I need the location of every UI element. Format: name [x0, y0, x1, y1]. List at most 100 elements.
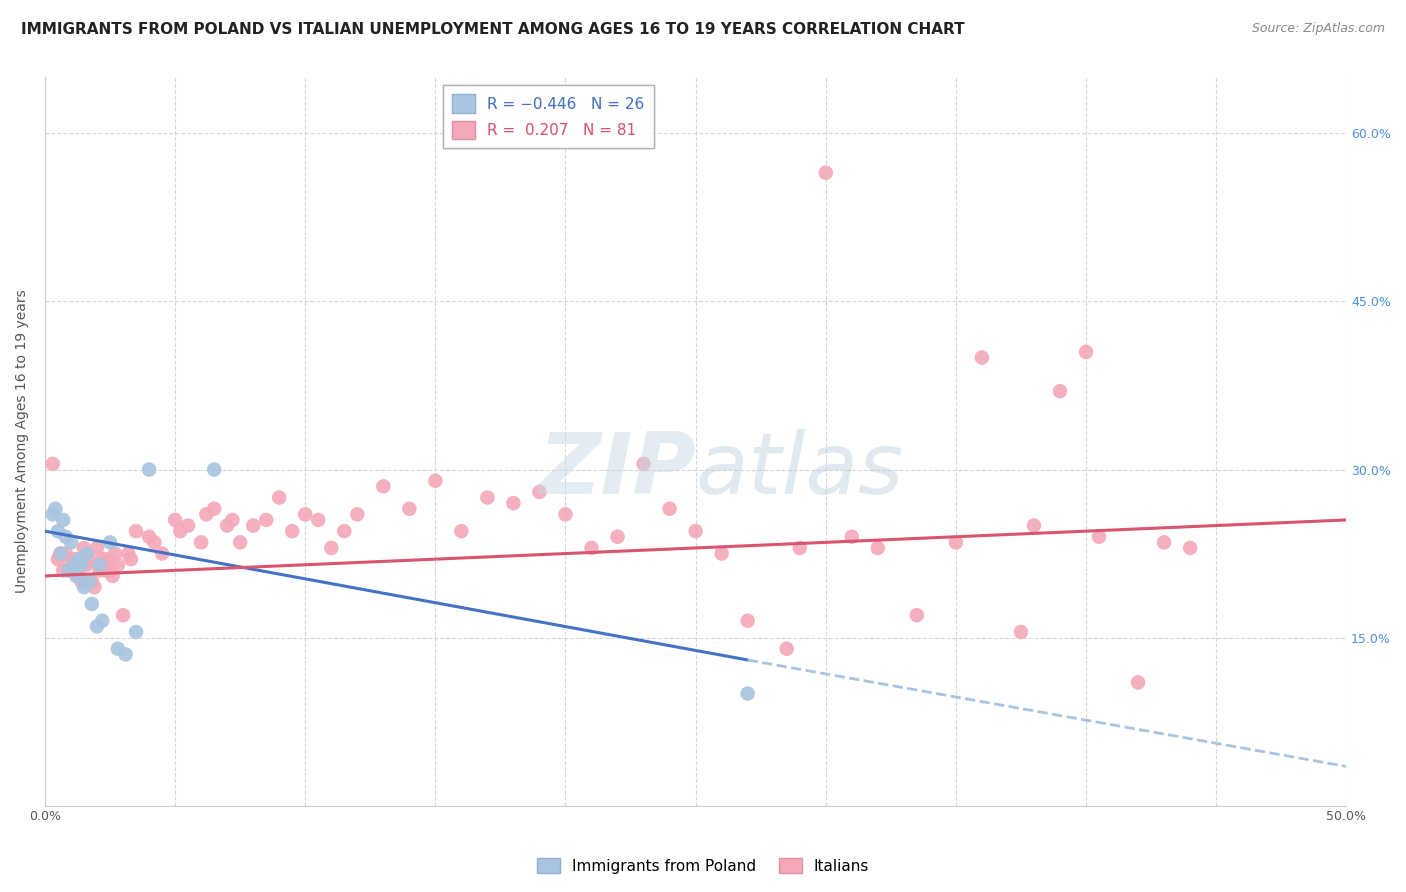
Point — [633, 457, 655, 471]
Point — [138, 462, 160, 476]
Point — [46, 552, 69, 566]
Point — [346, 508, 368, 522]
Text: IMMIGRANTS FROM POLAND VS ITALIAN UNEMPLOYMENT AMONG AGES 16 TO 19 YEARS CORRELA: IMMIGRANTS FROM POLAND VS ITALIAN UNEMPL… — [21, 22, 965, 37]
Point — [321, 541, 343, 555]
Point — [841, 530, 863, 544]
Point — [737, 687, 759, 701]
Point — [76, 547, 98, 561]
Point — [217, 518, 239, 533]
Point — [737, 614, 759, 628]
Point — [73, 541, 96, 555]
Legend: R = −0.446   N = 26, R =  0.207   N = 81: R = −0.446 N = 26, R = 0.207 N = 81 — [443, 85, 654, 148]
Y-axis label: Unemployment Among Ages 16 to 19 years: Unemployment Among Ages 16 to 19 years — [15, 290, 30, 593]
Point — [970, 351, 993, 365]
Point — [94, 563, 117, 577]
Point — [91, 552, 114, 566]
Point — [55, 530, 77, 544]
Point — [221, 513, 243, 527]
Point — [945, 535, 967, 549]
Point — [59, 535, 82, 549]
Point — [254, 513, 277, 527]
Point — [242, 518, 264, 533]
Point — [529, 485, 551, 500]
Point — [114, 648, 136, 662]
Point — [776, 641, 799, 656]
Point — [425, 474, 447, 488]
Point — [107, 641, 129, 656]
Point — [101, 569, 124, 583]
Point — [49, 547, 72, 561]
Point — [67, 552, 90, 566]
Point — [281, 524, 304, 538]
Point — [83, 580, 105, 594]
Point — [76, 558, 98, 572]
Text: atlas: atlas — [696, 429, 904, 512]
Point — [89, 563, 111, 577]
Point — [120, 552, 142, 566]
Point — [73, 580, 96, 594]
Point — [477, 491, 499, 505]
Point — [190, 535, 212, 549]
Point — [96, 552, 118, 566]
Point — [62, 558, 84, 572]
Point — [1178, 541, 1201, 555]
Point — [1088, 530, 1111, 544]
Point — [125, 524, 148, 538]
Point — [77, 574, 100, 589]
Point — [59, 552, 82, 566]
Point — [70, 574, 93, 589]
Point — [150, 547, 173, 561]
Point — [333, 524, 356, 538]
Point — [65, 569, 87, 583]
Point — [143, 535, 166, 549]
Point — [307, 513, 329, 527]
Point — [165, 513, 187, 527]
Point — [450, 524, 472, 538]
Point — [62, 558, 84, 572]
Point — [1049, 384, 1071, 398]
Point — [1126, 675, 1149, 690]
Point — [70, 558, 93, 572]
Point — [42, 508, 65, 522]
Point — [169, 524, 191, 538]
Text: ZIP: ZIP — [538, 429, 696, 512]
Point — [125, 624, 148, 639]
Point — [80, 574, 103, 589]
Point — [1010, 624, 1032, 639]
Point — [98, 535, 121, 549]
Point — [104, 547, 127, 561]
Point — [606, 530, 628, 544]
Point — [1022, 518, 1045, 533]
Text: Source: ZipAtlas.com: Source: ZipAtlas.com — [1251, 22, 1385, 36]
Point — [269, 491, 291, 505]
Point — [52, 563, 75, 577]
Point — [581, 541, 603, 555]
Point — [44, 501, 66, 516]
Point — [67, 569, 90, 583]
Point — [1074, 345, 1097, 359]
Point — [91, 614, 114, 628]
Point — [789, 541, 811, 555]
Point — [866, 541, 889, 555]
Point — [112, 608, 135, 623]
Point — [80, 597, 103, 611]
Point — [89, 558, 111, 572]
Point — [107, 558, 129, 572]
Point — [229, 535, 252, 549]
Point — [65, 552, 87, 566]
Point — [814, 166, 837, 180]
Point — [202, 501, 225, 516]
Point — [398, 501, 420, 516]
Point — [58, 563, 80, 577]
Point — [554, 508, 576, 522]
Point — [195, 508, 218, 522]
Point — [117, 547, 139, 561]
Point — [202, 462, 225, 476]
Point — [55, 547, 77, 561]
Point — [138, 530, 160, 544]
Point — [77, 552, 100, 566]
Point — [177, 518, 200, 533]
Point — [685, 524, 707, 538]
Point — [905, 608, 928, 623]
Point — [98, 563, 121, 577]
